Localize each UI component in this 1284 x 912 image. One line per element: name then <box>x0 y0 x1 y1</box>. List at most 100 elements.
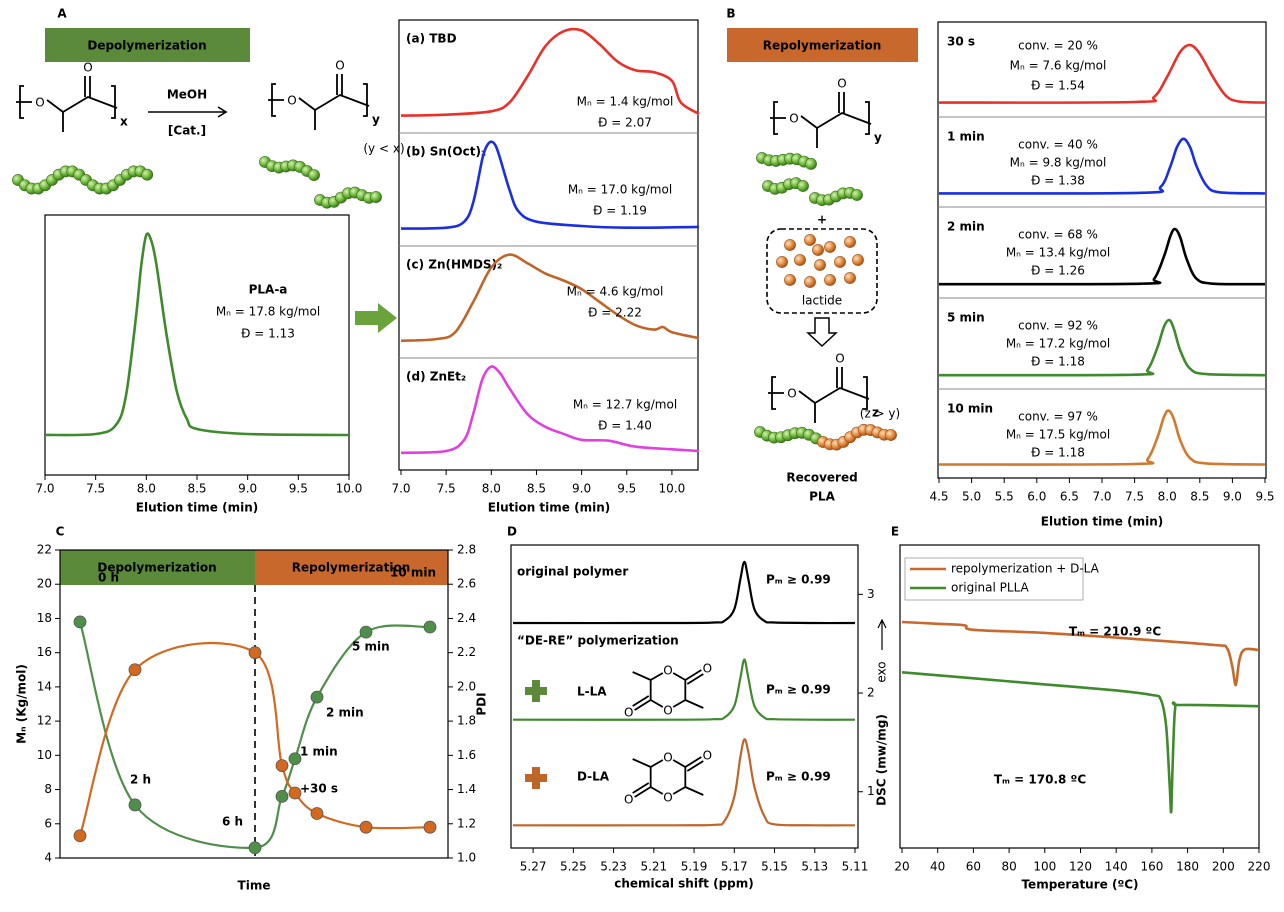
bead <box>885 429 897 441</box>
x-tick-label: 6.0 <box>1027 490 1046 504</box>
x-tick-label: 140 <box>1105 860 1128 874</box>
point <box>310 690 324 704</box>
y2-axis-title: PDI <box>475 692 489 715</box>
annotation: original polymer <box>517 565 628 579</box>
x-tick-label: 9.0 <box>238 482 257 496</box>
panel-title: 5 min <box>947 311 985 325</box>
y-tick-label: 18 <box>37 611 52 625</box>
trace <box>512 560 856 625</box>
atom-label: O <box>663 704 672 718</box>
x-tick-label: 9.5 <box>1255 490 1274 504</box>
point <box>288 786 302 800</box>
bead <box>844 236 856 248</box>
monomer-label: lactide <box>802 294 842 308</box>
atom-label: O <box>83 61 92 75</box>
subscript: x <box>120 115 128 129</box>
bond <box>770 92 872 148</box>
annotation: Đ = 1.18 <box>1031 355 1085 369</box>
product-label: PLA <box>809 490 835 504</box>
x-tick-label: 5.25 <box>560 860 587 874</box>
x-tick-label: 5.13 <box>801 860 828 874</box>
atom-label: O <box>837 77 846 91</box>
point-label: 2 min <box>326 706 364 720</box>
point <box>423 820 437 834</box>
x-axis-title: Elution time (min) <box>488 501 610 515</box>
panel-title: 2 min <box>947 220 985 234</box>
x-tick-label: 8.0 <box>482 482 501 496</box>
trace <box>901 671 1260 814</box>
catalyst: [Cat.] <box>168 124 206 138</box>
annotation: Đ = 1.40 <box>598 419 652 433</box>
banner-text: Depolymerization <box>87 39 206 53</box>
plot-frame <box>510 544 859 849</box>
panel-label: C <box>56 525 65 539</box>
panel-label: A <box>57 7 67 21</box>
y-tick-label: 1.2 <box>457 816 476 830</box>
y-tick-label: 1.8 <box>457 714 476 728</box>
bond <box>768 367 870 423</box>
bead <box>797 180 809 192</box>
atom-label: O <box>789 112 798 126</box>
point <box>359 625 373 639</box>
y-tick-label: 14 <box>37 679 52 693</box>
x-tick-label: 60 <box>966 860 981 874</box>
bead <box>804 276 816 288</box>
product-label: Recovered <box>786 471 857 485</box>
reaction-arrow <box>148 106 228 118</box>
plot-frame <box>59 549 449 859</box>
annotation: L-LA <box>577 685 607 699</box>
bond <box>16 76 118 132</box>
atom-bg <box>701 662 714 674</box>
atom-label: O <box>287 94 296 108</box>
atom-label: O <box>703 749 712 763</box>
annotation: Mₙ = 7.6 kg/mol <box>1010 59 1107 73</box>
subscript: y <box>372 113 380 127</box>
x-tick-label: 180 <box>1176 860 1199 874</box>
atom-label: O <box>787 387 796 401</box>
legend-box <box>904 557 1084 601</box>
point <box>288 752 302 766</box>
y-tick-label: 1 <box>867 784 875 798</box>
bond <box>268 74 370 130</box>
plus: + <box>817 213 827 227</box>
condition: (y < x) <box>363 142 404 156</box>
bead <box>776 256 788 268</box>
y-tick-label: 1.4 <box>457 782 476 796</box>
y-tick-label: 2.8 <box>457 543 476 557</box>
x-tick-label: 8.0 <box>1158 490 1177 504</box>
x-tick-label: 100 <box>1033 860 1056 874</box>
bead <box>814 259 826 271</box>
monomer-box <box>766 228 878 314</box>
x-tick-label: 5.15 <box>761 860 788 874</box>
atom-bg <box>701 749 714 761</box>
point <box>73 615 87 629</box>
point <box>423 620 437 634</box>
trace <box>901 620 1260 687</box>
bead <box>308 169 320 181</box>
point-label: +30 s <box>300 782 338 796</box>
annotation: Pₘ ≥ 0.99 <box>766 573 831 587</box>
panel-label: B <box>726 7 735 21</box>
annotation: Mₙ = 4.6 kg/mol <box>567 285 664 299</box>
annotation: Tₘ = 170.8 ºC <box>994 773 1086 787</box>
x-tick-label: 160 <box>1140 860 1163 874</box>
x-tick-label: 200 <box>1212 860 1235 874</box>
annotation: Đ = 1.19 <box>593 204 647 218</box>
point-label: 5 min <box>352 640 390 654</box>
point <box>275 759 289 772</box>
bead <box>834 256 846 268</box>
x-tick-label: 5.5 <box>995 490 1014 504</box>
legend-label: original PLLA <box>951 581 1030 595</box>
trace <box>400 27 700 117</box>
x-axis-title: Time <box>238 879 271 893</box>
y-tick-label: 2.2 <box>457 645 476 659</box>
trace <box>400 253 700 343</box>
y-tick-label: 12 <box>37 714 52 728</box>
x-tick-label: 40 <box>930 860 945 874</box>
annotation: Đ = 1.13 <box>241 327 295 341</box>
annotation: conv. = 20 % <box>1018 39 1098 53</box>
arrow <box>355 303 397 333</box>
annotation: Đ = 2.07 <box>598 116 652 130</box>
x-tick-label: 5.23 <box>600 860 627 874</box>
